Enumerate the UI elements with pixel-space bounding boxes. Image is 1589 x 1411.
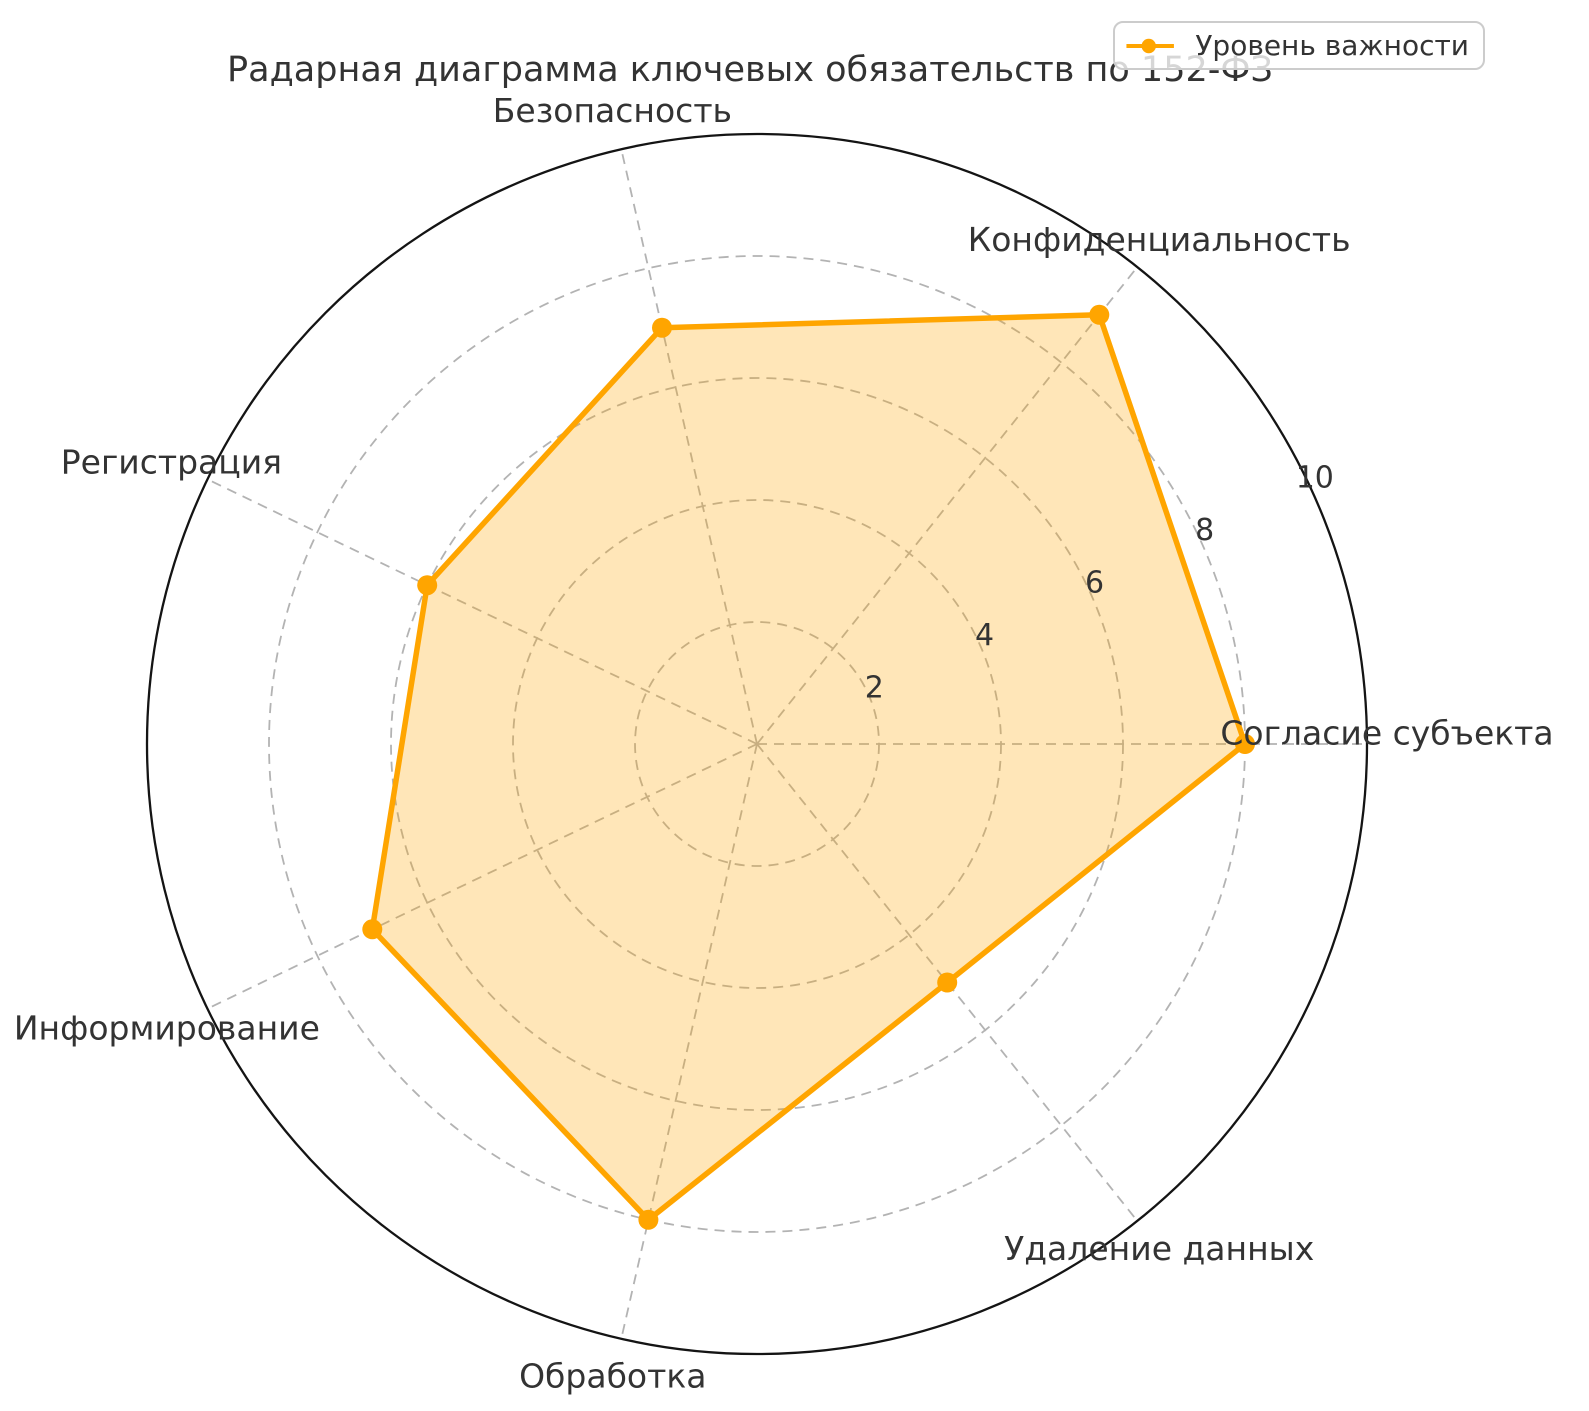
category-label: Безопасность (493, 91, 732, 130)
data-point (1089, 304, 1110, 325)
category-label: Регистрация (61, 443, 282, 482)
legend-line-icon (1126, 38, 1174, 53)
category-label: Согласие субъекта (1220, 714, 1553, 753)
polar-spine (145, 132, 1369, 1356)
category-label: Обработка (519, 1356, 706, 1395)
chart-title: Радарная диаграмма ключевых обязательств… (227, 50, 1273, 90)
data-outline (369, 312, 1248, 1223)
r-tick-label: 6 (1085, 566, 1104, 601)
category-label: Информирование (14, 1009, 320, 1048)
data-point (638, 1209, 659, 1230)
data-point (937, 972, 958, 993)
legend-label: Уровень важности (1195, 29, 1469, 62)
data-point (1235, 734, 1255, 754)
data-point (652, 317, 672, 338)
data-point (417, 575, 438, 596)
r-tick-label: 4 (975, 618, 994, 653)
r-tick-label: 8 (1195, 513, 1214, 548)
data-area (372, 314, 1245, 1220)
r-tick-label: 10 (1296, 460, 1334, 495)
category-label: Конфиденциальность (968, 220, 1351, 259)
r-tick-label: 2 (865, 671, 884, 706)
data-point (362, 919, 383, 940)
category-label: Удаление данных (1004, 1229, 1314, 1268)
legend: Уровень важности (1113, 21, 1485, 70)
